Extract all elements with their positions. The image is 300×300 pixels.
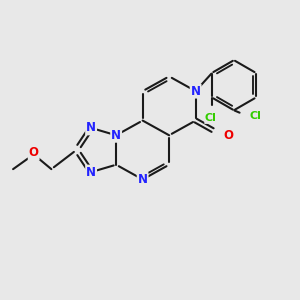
Text: O: O xyxy=(29,146,39,159)
Text: N: N xyxy=(86,166,96,178)
Text: O: O xyxy=(223,129,233,142)
Text: Cl: Cl xyxy=(205,113,217,123)
Text: N: N xyxy=(86,122,96,134)
Text: N: N xyxy=(111,129,121,142)
Text: N: N xyxy=(190,85,201,98)
Text: Cl: Cl xyxy=(250,111,261,121)
Text: N: N xyxy=(138,173,148,186)
